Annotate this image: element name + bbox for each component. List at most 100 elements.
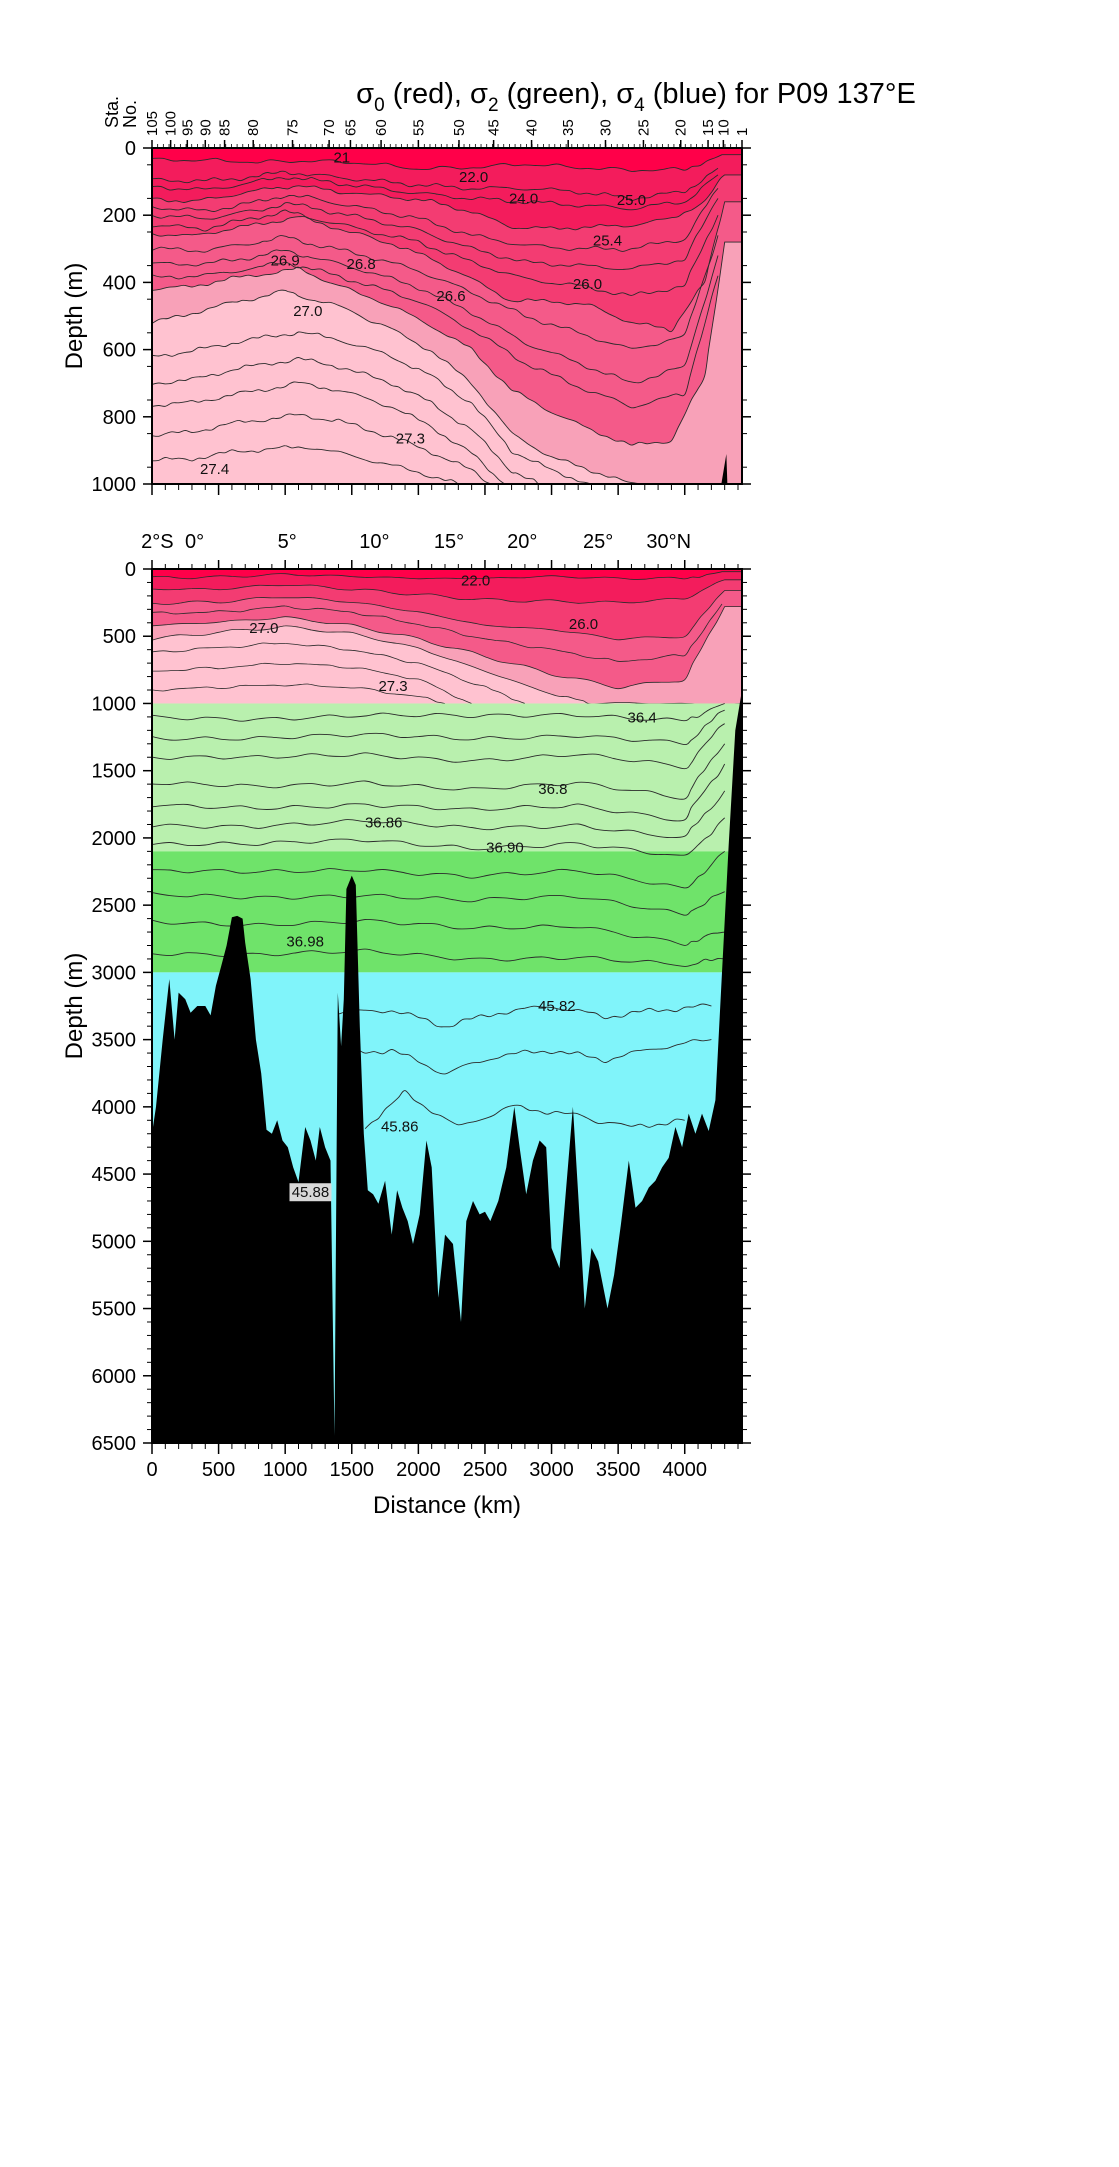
isopycnal-contour bbox=[364, 1090, 685, 1130]
contour-label: 26.8 bbox=[346, 256, 375, 273]
upper-plot-area: 21 22.0 24.0 25.0 25.4 26.9 26.8 26.0 26.6 27.0 27… bbox=[152, 148, 742, 484]
y-tick-label: 4000 bbox=[92, 1097, 137, 1119]
station-label: 20 bbox=[673, 119, 690, 136]
isopycnal-contour bbox=[152, 198, 719, 270]
isopycnal-contour bbox=[152, 445, 459, 484]
isopycnal-contour bbox=[152, 817, 726, 856]
isopycnal-contour bbox=[152, 174, 719, 211]
x-tick-label: 1500 bbox=[330, 1459, 375, 1481]
isopycnal-contour bbox=[152, 723, 725, 770]
isopycnal-contour bbox=[152, 891, 725, 916]
y-axis-label: Depth (m) bbox=[61, 263, 88, 370]
contour-label: 26.0 bbox=[569, 616, 598, 633]
watermark-line: WOCE bbox=[943, 1924, 980, 1938]
contour-label: 22.0 bbox=[461, 572, 490, 589]
station-label: 1 bbox=[734, 128, 751, 136]
upper-panel: 21 22.0 24.0 25.0 25.4 26.9 26.8 26.0 26.6 27.0 27… bbox=[61, 96, 751, 496]
isopycnal-contour bbox=[152, 948, 725, 967]
isopycnal-contour bbox=[152, 603, 723, 662]
y-tick-label: 2000 bbox=[92, 828, 137, 850]
station-label: 60 bbox=[373, 119, 390, 136]
x-tick-label: 3500 bbox=[596, 1459, 641, 1481]
contour-label: 45.82 bbox=[538, 998, 576, 1015]
x-tick-label: 500 bbox=[202, 1459, 235, 1481]
contour-label: 26.9 bbox=[271, 253, 300, 270]
isopycnal-contour bbox=[152, 381, 506, 484]
contour-label: 22.0 bbox=[459, 169, 488, 186]
isopycnal-contour bbox=[338, 1039, 712, 1075]
station-label: 50 bbox=[451, 119, 468, 136]
latitude-label: 10° bbox=[359, 531, 389, 553]
isopycnal-contour bbox=[338, 1003, 712, 1028]
y-tick-label: 600 bbox=[103, 340, 136, 362]
station-label: 25 bbox=[635, 119, 652, 136]
station-label: 85 bbox=[217, 119, 234, 136]
latitude-label: 30°N bbox=[646, 531, 691, 553]
y-tick-label: 4500 bbox=[92, 1164, 137, 1186]
station-axis-label: Sta. bbox=[102, 96, 122, 128]
contour-label: 27.0 bbox=[249, 620, 278, 637]
chart-title: σ0 (red), σ2 (green), σ4 (blue) for P09 … bbox=[356, 78, 916, 116]
shelf-bottom bbox=[721, 454, 728, 484]
contour-label: 27.3 bbox=[378, 678, 407, 695]
y-tick-label: 1000 bbox=[92, 474, 137, 496]
latitude-label: 20° bbox=[507, 531, 537, 553]
station-label: 30 bbox=[597, 119, 614, 136]
isopycnal-contour bbox=[152, 743, 726, 800]
contour-label: 27.3 bbox=[396, 431, 425, 448]
isopycnal-contour bbox=[152, 413, 492, 484]
lower-plot-area: 22.0 27.0 26.0 27.3 36.4 36.8 36.86 36.90 36.98 4… bbox=[152, 569, 742, 1443]
contour-label: 27.0 bbox=[293, 303, 322, 320]
sigma0-layer bbox=[152, 148, 742, 172]
station-label: 10 bbox=[715, 119, 732, 136]
isopycnal-contour bbox=[152, 642, 526, 704]
density-band bbox=[152, 703, 742, 852]
station-label: 40 bbox=[524, 119, 541, 136]
y-tick-label: 500 bbox=[103, 626, 136, 648]
latitude-label: 5° bbox=[278, 531, 297, 553]
x-tick-label: 4000 bbox=[662, 1459, 707, 1481]
contour-label: 36.8 bbox=[538, 781, 567, 798]
watermark-line: ATLAS bbox=[942, 1974, 981, 1988]
station-label: 80 bbox=[245, 119, 262, 136]
ocean-bottom bbox=[152, 690, 742, 1443]
sigma0-layer bbox=[152, 569, 742, 580]
station-label: 90 bbox=[197, 119, 214, 136]
isopycnal-contour bbox=[152, 249, 719, 384]
x-tick-label: 0 bbox=[146, 1459, 157, 1481]
isopycnal-contour bbox=[152, 763, 726, 822]
contour-label: 45.86 bbox=[381, 1118, 419, 1135]
y-tick-label: 0 bbox=[125, 138, 136, 160]
isopycnal-contour bbox=[152, 662, 472, 704]
woce-watermark: WOCE HYDROGRAPHIC ATLAS bbox=[913, 1924, 1012, 1988]
x-axis-label: Distance (km) bbox=[373, 1492, 521, 1519]
y-tick-label: 800 bbox=[103, 407, 136, 429]
y-tick-label: 200 bbox=[103, 205, 136, 227]
y-tick-label: 0 bbox=[125, 559, 136, 581]
y-tick-label: 6500 bbox=[92, 1433, 137, 1455]
y-axis-label: Depth (m) bbox=[61, 953, 88, 1060]
isopycnal-contour bbox=[152, 235, 719, 349]
isopycnal-contour bbox=[152, 209, 719, 296]
isopycnal-contour bbox=[152, 918, 725, 946]
y-tick-label: 1000 bbox=[92, 693, 137, 715]
density-band bbox=[152, 851, 742, 973]
contour-label: 36.98 bbox=[286, 933, 324, 950]
contour-label: 36.86 bbox=[365, 814, 403, 831]
isopycnal-contour bbox=[152, 683, 446, 704]
station-label: 95 bbox=[179, 119, 196, 136]
contour-label: 45.88 bbox=[292, 1184, 330, 1201]
latitude-label: 0° bbox=[185, 531, 204, 553]
isopycnal-contour bbox=[152, 357, 539, 484]
isopycnal-contour bbox=[152, 167, 719, 201]
station-label: 15 bbox=[700, 119, 717, 136]
station-label: 105 bbox=[144, 111, 161, 136]
latitude-label: 25° bbox=[583, 531, 613, 553]
contour-label: 21 bbox=[333, 149, 350, 166]
latitude-label: 15° bbox=[434, 531, 464, 553]
y-tick-label: 3500 bbox=[92, 1030, 137, 1052]
station-label: 35 bbox=[560, 119, 577, 136]
isopycnal-contour bbox=[152, 790, 726, 839]
isopycnal-contour bbox=[152, 188, 719, 252]
